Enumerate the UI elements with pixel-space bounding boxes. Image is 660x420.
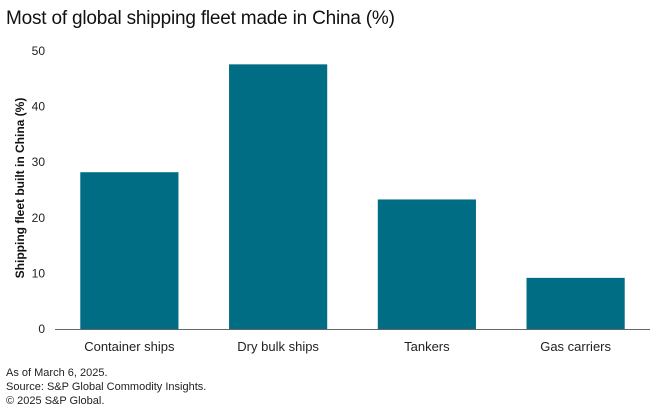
chart-title: Most of global shipping fleet made in Ch… [6, 8, 395, 29]
copyright-note: © 2025 S&P Global. [6, 395, 105, 407]
y-tick-label: 30 [32, 155, 46, 169]
bar [229, 64, 328, 330]
x-category-label: Tankers [404, 339, 450, 354]
bar-chart: Shipping fleet built in China (%) 0 10 20 3… [13, 44, 650, 354]
source-note: Source: S&P Global Commodity Insights. [6, 381, 207, 393]
y-tick-label: 40 [32, 100, 46, 114]
x-category-label: Dry bulk ships [237, 339, 319, 354]
y-tick-label: 20 [32, 211, 46, 225]
y-tick-label: 0 [38, 322, 45, 336]
y-axis-title: Shipping fleet built in China (%) [13, 98, 27, 279]
as-of-note: As of March 6, 2025. [6, 367, 108, 379]
y-tick-label: 10 [32, 266, 46, 280]
footnotes: As of March 6, 2025. Source: S&P Global … [6, 366, 206, 408]
bar [526, 277, 625, 329]
x-category-label: Container ships [84, 339, 175, 354]
x-category-label: Gas carriers [540, 339, 611, 354]
bar [80, 172, 179, 329]
bar [377, 199, 476, 329]
y-tick-label: 50 [32, 44, 46, 58]
